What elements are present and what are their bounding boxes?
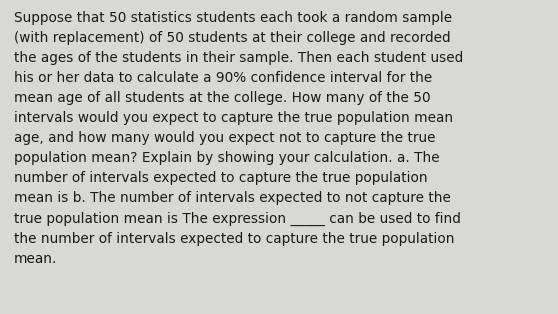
Text: Suppose that 50 statistics students each took a random sample
(with replacement): Suppose that 50 statistics students each… [14, 11, 463, 266]
